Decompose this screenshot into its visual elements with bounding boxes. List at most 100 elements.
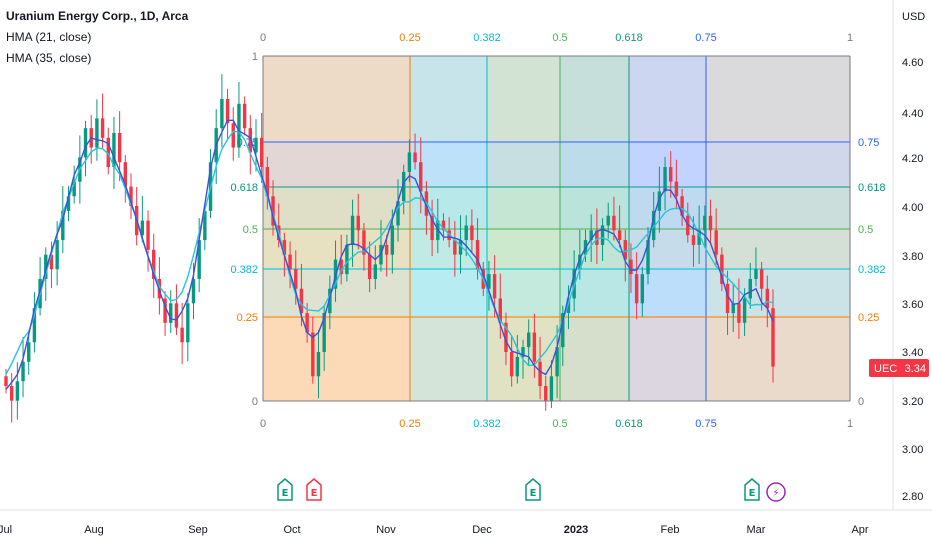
candle-body[interactable] [180, 327, 184, 343]
candle-body[interactable] [498, 298, 502, 323]
candle-body[interactable] [231, 123, 235, 148]
candle-body[interactable] [487, 274, 491, 289]
earnings-event-icon[interactable]: E [744, 478, 760, 501]
candle-body[interactable] [55, 240, 59, 270]
candle-body[interactable] [691, 235, 696, 245]
candle-body[interactable] [509, 352, 514, 377]
candle-body[interactable] [606, 215, 610, 226]
candle-body[interactable] [731, 303, 735, 314]
candle-body[interactable] [248, 128, 253, 153]
candle-body[interactable] [748, 279, 752, 299]
candle-body[interactable] [140, 220, 145, 236]
candle-body[interactable] [203, 210, 207, 241]
candle-body[interactable] [311, 332, 315, 377]
candle-body[interactable] [703, 215, 707, 231]
candle-body[interactable] [669, 167, 673, 182]
candle-body[interactable] [271, 196, 275, 226]
candle-body[interactable] [169, 303, 173, 323]
candle-body[interactable] [549, 376, 554, 401]
candle-body[interactable] [95, 118, 99, 148]
candle-body[interactable] [458, 240, 463, 255]
candle-body[interactable] [612, 215, 616, 231]
candle-body[interactable] [475, 240, 480, 270]
candle-body[interactable] [447, 230, 451, 241]
candle-body[interactable] [61, 210, 65, 241]
candle-body[interactable] [561, 313, 565, 348]
candle-body[interactable] [419, 162, 423, 192]
candle-body[interactable] [504, 322, 508, 352]
indicator-hma-21[interactable]: HMA (21, close) [6, 30, 92, 44]
candle-body[interactable] [350, 215, 355, 245]
candle-body[interactable] [725, 283, 730, 314]
candle-body[interactable] [265, 167, 270, 197]
candle-body[interactable] [492, 274, 497, 299]
candle-body[interactable] [515, 356, 520, 377]
candle-body[interactable] [186, 303, 190, 343]
earnings-event-icon[interactable]: E [306, 478, 322, 501]
candle-body[interactable] [538, 361, 542, 387]
candle-body[interactable] [174, 303, 179, 328]
symbol-title[interactable]: Uranium Energy Corp., 1D, Arca [6, 9, 189, 23]
candle-body[interactable] [646, 240, 650, 275]
candle-body[interactable] [66, 196, 71, 211]
candle-body[interactable] [453, 240, 457, 255]
candle-body[interactable] [771, 308, 775, 367]
candle-body[interactable] [640, 274, 645, 304]
candle-body[interactable] [754, 269, 758, 279]
last-price-badge[interactable] [869, 359, 929, 377]
candle-body[interactable] [242, 103, 247, 129]
candle-body[interactable] [49, 254, 54, 270]
candle-body[interactable] [32, 308, 37, 343]
candle-body[interactable] [680, 196, 684, 216]
candle-body[interactable] [555, 347, 559, 377]
candle-body[interactable] [742, 298, 747, 323]
candle-body[interactable] [123, 162, 128, 187]
candle-body[interactable] [106, 137, 110, 168]
candle-body[interactable] [146, 220, 150, 250]
candle-body[interactable] [430, 215, 434, 241]
candle-body[interactable] [629, 259, 633, 275]
candle-body[interactable] [697, 230, 701, 245]
candle-body[interactable] [44, 254, 48, 279]
candle-body[interactable] [4, 376, 8, 387]
candle-body[interactable] [578, 254, 582, 270]
candle-body[interactable] [759, 269, 764, 289]
candle-body[interactable] [21, 361, 25, 382]
candle-body[interactable] [112, 133, 116, 168]
candle-body[interactable] [544, 386, 548, 401]
candle-body[interactable] [413, 152, 417, 163]
earnings-event-icon[interactable]: E [277, 478, 293, 501]
candle-body[interactable] [117, 133, 122, 163]
candle-body[interactable] [407, 152, 412, 172]
candle-body[interactable] [737, 303, 741, 323]
candle-body[interactable] [288, 254, 292, 270]
candle-body[interactable] [299, 288, 304, 314]
candle-body[interactable] [373, 264, 378, 279]
split-event-icon[interactable]: ⚡ [766, 482, 786, 502]
candle-body[interactable] [617, 230, 622, 241]
candle-body[interactable] [566, 298, 571, 314]
candle-body[interactable] [634, 274, 639, 304]
candle-body[interactable] [401, 171, 406, 202]
candle-body[interactable] [83, 128, 88, 158]
candle-body[interactable] [532, 332, 537, 362]
candle-body[interactable] [237, 103, 241, 148]
candle-body[interactable] [345, 244, 349, 275]
candle-body[interactable] [225, 98, 230, 124]
candle-body[interactable] [663, 167, 667, 192]
candle-body[interactable] [708, 215, 713, 231]
candle-body[interactable] [72, 181, 76, 197]
candle-body[interactable] [15, 381, 20, 401]
candle-body[interactable] [197, 240, 201, 279]
candle-body[interactable] [674, 181, 679, 197]
candle-body[interactable] [470, 225, 474, 241]
indicator-hma-35[interactable]: HMA (35, close) [6, 51, 92, 65]
candle-body[interactable] [100, 118, 105, 138]
candle-body[interactable] [464, 225, 468, 241]
candle-body[interactable] [9, 386, 14, 401]
candle-body[interactable] [623, 240, 627, 260]
candle-body[interactable] [294, 269, 298, 289]
candle-body[interactable] [282, 240, 287, 255]
candle-body[interactable] [254, 137, 258, 153]
